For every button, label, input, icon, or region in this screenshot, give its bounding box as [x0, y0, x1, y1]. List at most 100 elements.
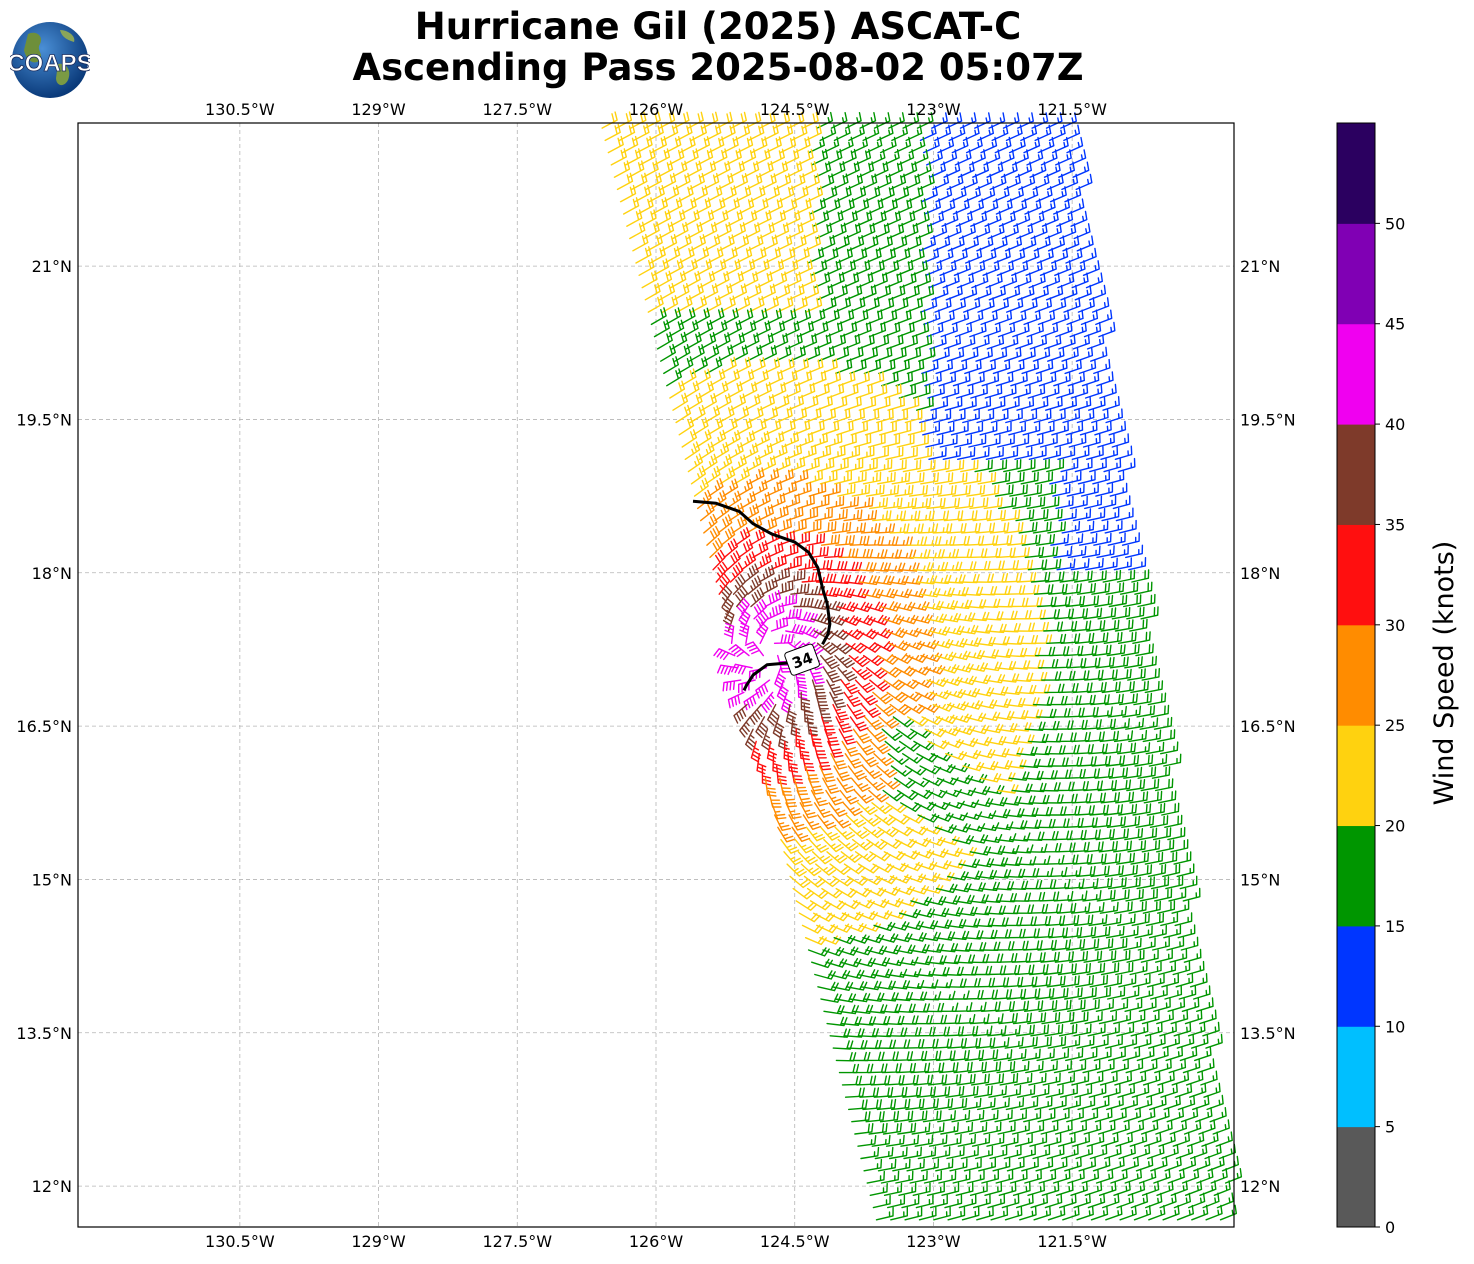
wind-barb — [1060, 284, 1078, 301]
wind-barb — [887, 1086, 908, 1098]
wind-barb — [1040, 1120, 1059, 1135]
wind-barb — [1050, 1048, 1070, 1062]
wind-barb — [918, 1206, 937, 1221]
wind-barb — [972, 1025, 993, 1037]
wind-barb — [1057, 1132, 1076, 1147]
wind-barb — [1071, 272, 1089, 289]
wind-barb — [971, 446, 990, 460]
wind-barb — [1099, 383, 1117, 399]
wind-barb — [942, 272, 960, 289]
wind-barb — [929, 510, 950, 522]
wind-barb — [845, 458, 864, 473]
wind-barb — [1066, 309, 1084, 326]
lon-tick-label-top: 126°W — [629, 100, 684, 119]
wind-barb — [1012, 1012, 1032, 1025]
wind-barb — [826, 383, 845, 399]
wind-barb — [1096, 371, 1114, 387]
wind-barb — [838, 548, 859, 559]
contour-line — [742, 661, 791, 692]
wind-barb — [1069, 1120, 1087, 1135]
wind-barb — [1000, 1133, 1019, 1147]
wind-barb — [886, 691, 909, 703]
wind-barb — [1183, 948, 1202, 963]
wind-barb — [1116, 1022, 1135, 1037]
wind-barb — [931, 812, 954, 822]
wind-barb — [1077, 756, 1097, 767]
wind-barb — [889, 523, 910, 534]
wind-barb — [681, 429, 698, 448]
wind-barb — [815, 395, 833, 411]
wind-barb — [1064, 533, 1084, 546]
wind-barb — [981, 198, 999, 215]
wind-barb — [1066, 1108, 1084, 1123]
wind-barb — [1118, 1144, 1136, 1160]
wind-barb — [1050, 359, 1068, 375]
wind-barb — [773, 634, 794, 644]
wind-barb — [1198, 1119, 1216, 1135]
wind-barb — [1100, 792, 1120, 804]
wind-barb — [1084, 495, 1103, 510]
wind-barb — [823, 838, 844, 853]
wind-barb — [994, 484, 1014, 497]
wind-barb — [743, 503, 760, 522]
wind-barb — [939, 1062, 959, 1074]
wind-barb — [957, 334, 976, 350]
wind-barb — [969, 846, 992, 856]
wind-barb — [844, 395, 862, 411]
wind-barb — [1090, 346, 1108, 362]
wind-barb — [854, 496, 874, 510]
wind-barb — [933, 931, 956, 941]
wind-barb — [980, 661, 1003, 672]
wind-barb — [1044, 1193, 1063, 1209]
wind-barb — [744, 563, 759, 583]
wind-barb — [978, 711, 1001, 722]
wind-barb — [750, 587, 765, 608]
wind-barb — [1125, 717, 1145, 730]
wind-barb — [981, 1001, 1001, 1012]
wind-barb — [1039, 1060, 1058, 1074]
wind-barb — [914, 334, 933, 350]
wind-barb — [883, 1182, 903, 1196]
wind-barb — [871, 628, 894, 639]
wind-barb — [785, 802, 802, 819]
wind-barb — [1128, 557, 1147, 571]
wind-barb — [926, 497, 946, 510]
wind-barb — [728, 644, 750, 658]
wind-barb — [741, 551, 757, 571]
wind-barb — [962, 409, 980, 424]
wind-barb — [853, 433, 872, 448]
wind-barb — [907, 421, 926, 436]
wind-barb — [839, 615, 862, 626]
wind-barb — [1084, 841, 1104, 853]
wind-barb — [1001, 1193, 1020, 1209]
wind-barb — [976, 235, 994, 252]
wind-barb — [991, 297, 1009, 313]
wind-barb — [1074, 914, 1094, 927]
wind-barb — [1098, 669, 1118, 681]
wind-barb — [988, 284, 1006, 301]
wind-barb — [1163, 1095, 1181, 1111]
wind-barb — [776, 765, 788, 785]
wind-barb — [968, 434, 987, 448]
wind-barb — [738, 430, 756, 448]
wind-barb — [895, 728, 918, 740]
wind-barb — [1191, 1034, 1209, 1049]
wind-barb — [1123, 594, 1142, 608]
wind-barb — [1026, 1121, 1045, 1135]
wind-barb — [755, 679, 771, 699]
wind-barb — [995, 198, 1013, 215]
wind-barb — [767, 602, 785, 620]
wind-barb — [742, 442, 759, 460]
wind-barb — [980, 309, 998, 326]
wind-barb — [1032, 1145, 1051, 1160]
wind-barb — [924, 1062, 945, 1074]
wind-barb — [768, 492, 786, 510]
wind-barb — [1212, 1119, 1230, 1135]
wind-barb — [946, 346, 965, 362]
wind-barb — [934, 1098, 954, 1111]
wind-barb — [1036, 1048, 1055, 1062]
wind-barb — [968, 260, 986, 276]
wind-barb — [1106, 470, 1125, 485]
wind-barb — [897, 679, 920, 690]
